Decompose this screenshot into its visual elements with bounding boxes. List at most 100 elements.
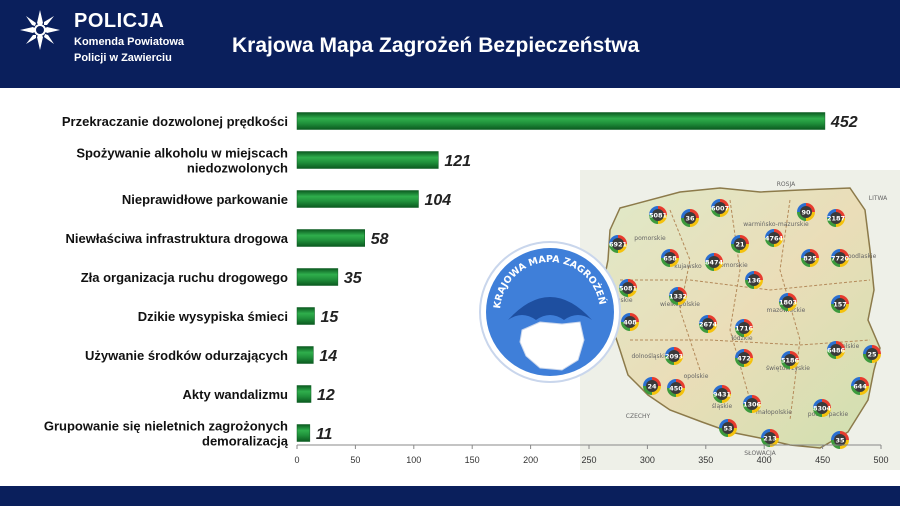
map-marker[interactable]: 5186 — [781, 351, 800, 369]
map-marker[interactable]: 36 — [681, 209, 699, 227]
map-region-label: lubelskie — [833, 343, 860, 350]
map-marker[interactable]: 8474 — [705, 253, 724, 271]
map-marker-value: 1803 — [779, 299, 797, 307]
map-marker[interactable]: 644 — [851, 377, 869, 395]
map-marker[interactable]: 24 — [643, 377, 661, 395]
map-marker[interactable]: 450 — [667, 379, 685, 397]
map-marker-value: 1306 — [743, 401, 762, 409]
x-tick-label: 450 — [815, 455, 830, 465]
bar — [296, 151, 439, 169]
bar — [296, 307, 315, 325]
map-marker[interactable]: 658 — [661, 249, 679, 267]
map-marker[interactable]: 1716 — [735, 319, 754, 337]
map-marker[interactable]: 4764 — [765, 229, 784, 247]
map-marker-value: 5081 — [649, 212, 668, 220]
map-marker[interactable]: 6921 — [609, 235, 628, 253]
map-marker-value: 6007 — [711, 205, 729, 213]
map-marker-value: 450 — [669, 385, 683, 393]
bar — [296, 424, 311, 442]
map-marker[interactable]: 2093 — [665, 347, 683, 365]
category-label: Używanie środków odurzających — [85, 348, 288, 363]
map-marker[interactable]: 6007 — [711, 199, 729, 217]
map-marker-value: 6921 — [609, 241, 628, 249]
map-marker-value: 1332 — [669, 293, 687, 301]
map-marker[interactable]: 5081 — [649, 206, 668, 224]
map-region-label: podlaskie — [848, 253, 877, 260]
org-name: POLICJA — [74, 10, 165, 32]
map-region-label: łódzkie — [731, 335, 752, 342]
map-region-label: kujawsko — [674, 263, 702, 270]
map-marker[interactable]: 1803 — [779, 293, 797, 311]
category-label: Spożywanie alkoholu w miejscach niedozwol… — [76, 146, 288, 176]
map-marker[interactable]: 2674 — [699, 315, 718, 333]
map-marker[interactable]: 21 — [731, 235, 749, 253]
bar — [296, 346, 314, 364]
map-marker[interactable]: 157 — [831, 295, 849, 313]
x-tick-label: 300 — [640, 455, 655, 465]
map-marker[interactable]: 1332 — [669, 287, 687, 305]
x-tick-label: 50 — [350, 455, 360, 465]
map-marker[interactable]: 6486 — [827, 341, 846, 359]
map-marker[interactable]: 53 — [719, 419, 737, 437]
map-marker[interactable]: 9431 — [713, 385, 732, 403]
map-region-label: warmińsko-mazurskie — [743, 221, 809, 228]
value-label: 104 — [424, 192, 451, 209]
bar-chart: Przekraczanie dozwolonej prędkości Spożyw… — [44, 112, 889, 465]
map-region-label: pomorskie — [634, 235, 666, 242]
org-line-1: Komenda Powiatowa — [74, 36, 185, 48]
bar — [296, 229, 365, 247]
x-tick-label: 250 — [581, 455, 596, 465]
map-marker-value: 25 — [867, 351, 877, 359]
map-marker-value: 5186 — [781, 357, 800, 365]
value-label: 121 — [444, 153, 471, 170]
umbrella-icon — [508, 297, 592, 320]
map-marker[interactable]: 1306 — [743, 395, 762, 413]
map-marker-value: 6486 — [827, 347, 846, 355]
map-marker[interactable]: 7720 — [831, 249, 850, 267]
map-marker-value: 644 — [853, 383, 867, 391]
map-region-label: ROSJA — [777, 181, 796, 188]
value-label: 452 — [830, 114, 858, 131]
bar — [296, 190, 419, 208]
bar — [296, 385, 312, 403]
value-label: 35 — [344, 270, 363, 287]
header-bar: POLICJA Komenda Powiatowa Policji w Zawi… — [0, 0, 900, 88]
map-marker[interactable]: 90 — [797, 203, 815, 221]
org-line-2: Policji w Zawierciu — [74, 52, 172, 64]
map-marker[interactable]: 5081 — [619, 279, 638, 297]
page-title: Krajowa Mapa Zagrożeń Bezpieczeństwa — [232, 34, 640, 57]
category-label: Niewłaściwa infrastruktura drogowa — [65, 231, 288, 246]
map-marker[interactable]: 136 — [745, 271, 763, 289]
map-marker-value: 5081 — [619, 285, 638, 293]
map-marker[interactable]: 35 — [831, 431, 849, 449]
map-marker-value: 2187 — [827, 215, 845, 223]
bars — [296, 112, 826, 442]
bar — [296, 112, 826, 130]
map-region-label: lubuskie — [607, 297, 632, 304]
map-marker[interactable]: 472 — [735, 349, 753, 367]
x-tick-label: 150 — [465, 455, 480, 465]
x-tick-label: 350 — [698, 455, 713, 465]
value-label: 11 — [316, 426, 333, 443]
map-region-label: pomorskie — [716, 262, 748, 269]
map-marker[interactable]: 825 — [801, 249, 819, 267]
map-markers: 5081 36 6007 90 2187 6921 21 4764 658 8474 825 7720… — [609, 199, 881, 449]
map-marker[interactable]: 2187 — [827, 209, 845, 227]
map-marker-value: 4764 — [765, 235, 784, 243]
category-label: Nieprawidłowe parkowanie — [122, 192, 288, 207]
value-label: 15 — [321, 309, 340, 326]
poland-silhouette-icon — [519, 321, 585, 371]
map-marker-value: 90 — [801, 209, 811, 217]
category-label: Przekraczanie dozwolonej prędkości — [62, 114, 288, 129]
map-marker[interactable]: 213 — [761, 429, 779, 447]
category-label: Grupowanie się nieletnich zagrożonych dem… — [44, 419, 289, 449]
map-marker-value: 8474 — [705, 259, 724, 267]
map-marker-value: 21 — [735, 241, 745, 249]
category-label: Dzikie wysypiska śmieci — [138, 309, 288, 324]
x-tick-label: 200 — [523, 455, 538, 465]
map-region-label: śląskie — [712, 403, 733, 410]
map-marker[interactable]: 408 — [621, 313, 639, 331]
map-marker[interactable]: 8304 — [813, 399, 832, 417]
x-tick-label: 400 — [757, 455, 772, 465]
map-marker[interactable]: 25 — [863, 345, 881, 363]
